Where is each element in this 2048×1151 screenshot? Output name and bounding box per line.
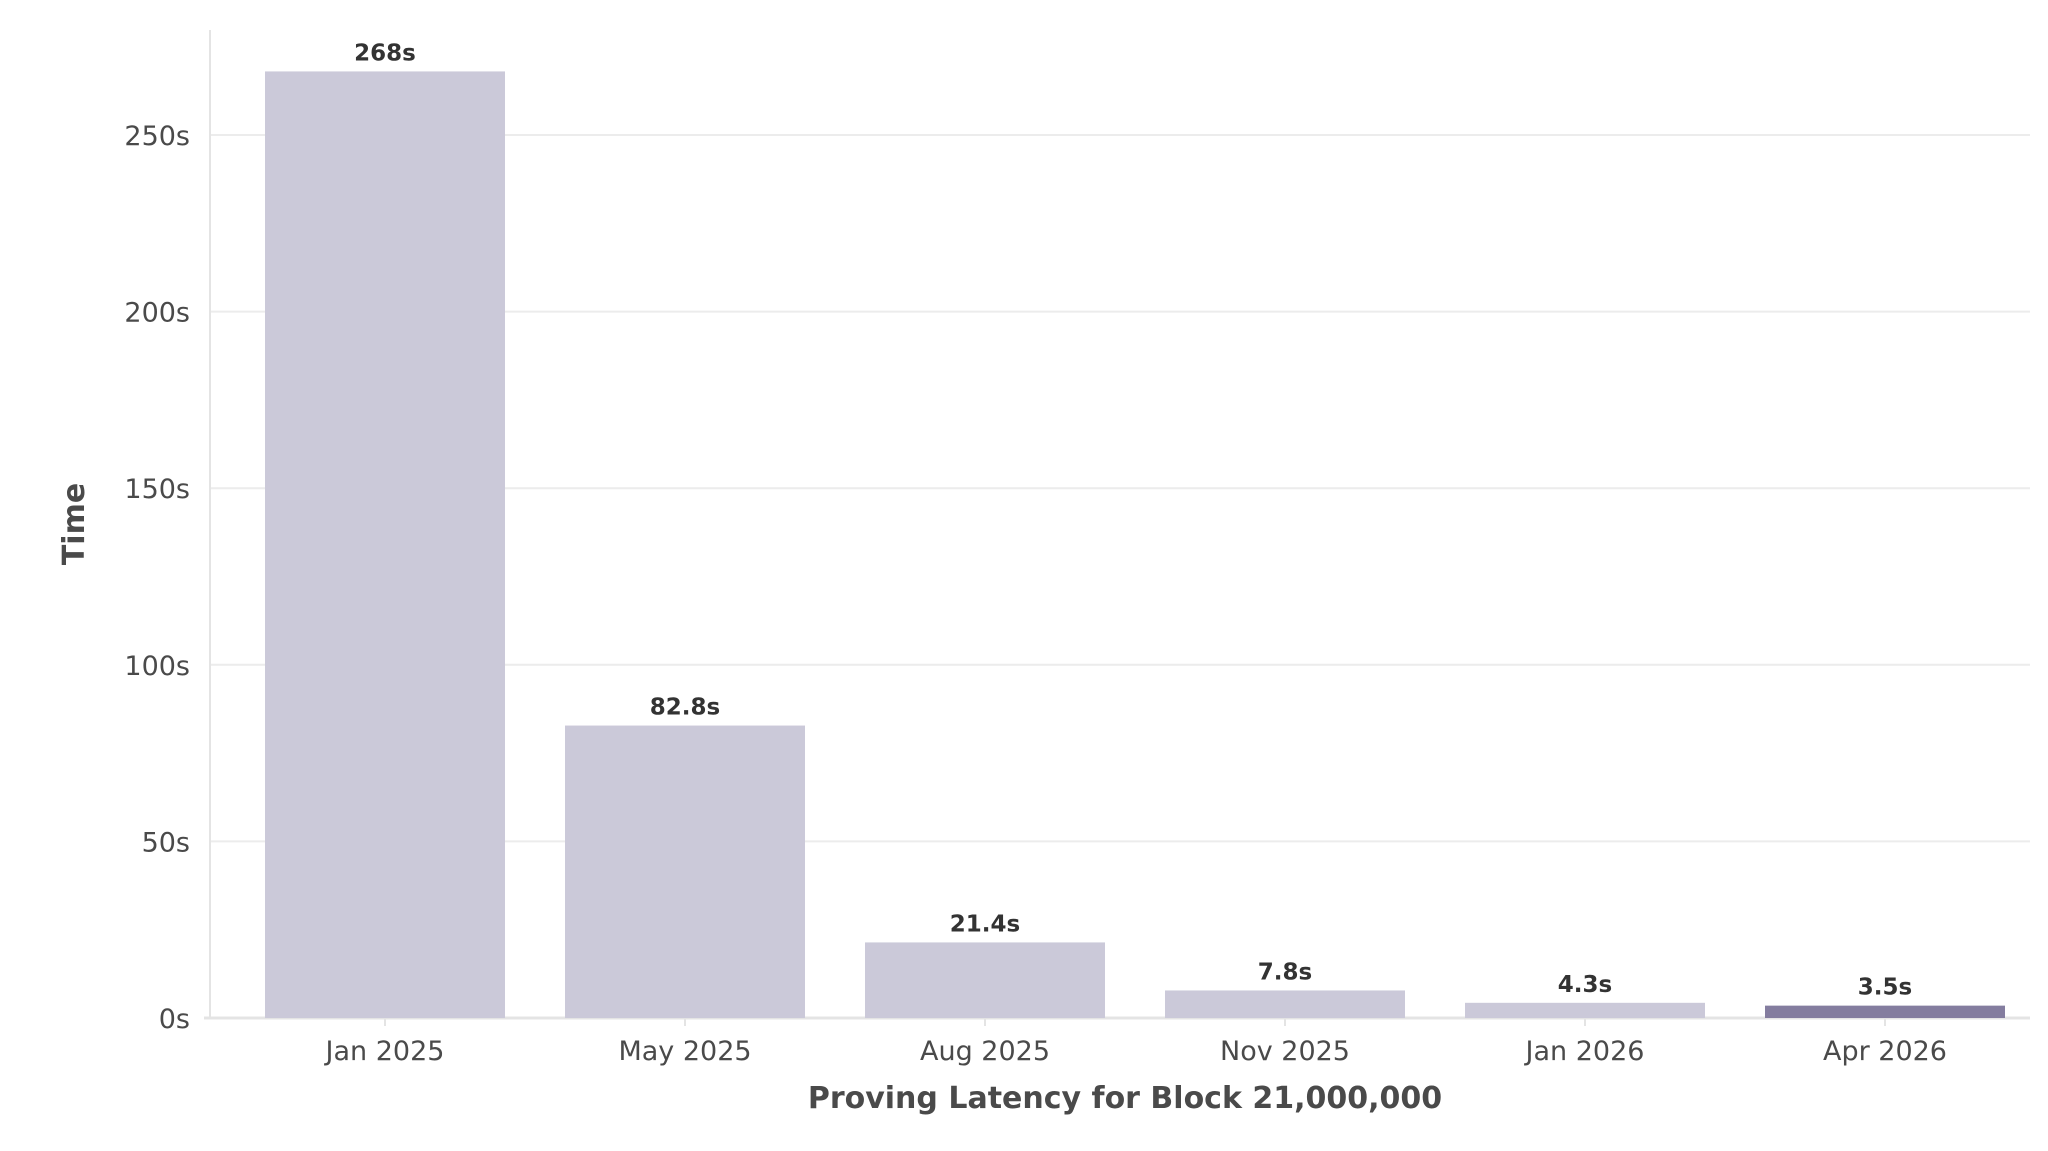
x-tick-label: Apr 2026 xyxy=(1823,1036,1947,1067)
bar-value-label: 21.4s xyxy=(950,911,1020,937)
bar-value-label: 3.5s xyxy=(1858,975,1912,1001)
x-tick-label: May 2025 xyxy=(618,1036,751,1067)
y-tick-label: 200s xyxy=(124,298,190,329)
x-tick-label: Aug 2025 xyxy=(920,1036,1050,1067)
y-tick-label: 100s xyxy=(124,651,190,682)
bars xyxy=(265,71,2005,1018)
y-tick-label: 250s xyxy=(124,121,190,152)
y-tick-label: 50s xyxy=(142,827,190,858)
x-tick-label: Nov 2025 xyxy=(1220,1036,1350,1067)
x-axis-ticks: Jan 2025 May 2025 Aug 2025 Nov 2025 Jan 2026… xyxy=(324,1018,1947,1067)
y-tick-label: 150s xyxy=(124,474,190,505)
y-axis-ticks: 0s 50s 100s 150s 200s 250s xyxy=(124,121,190,1035)
bar-value-label: 7.8s xyxy=(1258,959,1312,985)
x-tick-label: Jan 2025 xyxy=(324,1036,445,1067)
bar xyxy=(865,942,1105,1018)
value-labels: 268s 82.8s 21.4s 7.8s 4.3s 3.5s xyxy=(354,40,1912,1000)
y-axis-title: Time xyxy=(57,483,92,565)
bar xyxy=(265,71,505,1018)
bar xyxy=(565,725,805,1018)
bar-value-label: 268s xyxy=(354,40,416,66)
bar-value-label: 4.3s xyxy=(1558,972,1612,998)
y-tick-label: 0s xyxy=(159,1004,190,1035)
grid-lines xyxy=(210,134,2030,843)
bar-value-label: 82.8s xyxy=(650,695,720,721)
bar xyxy=(1465,1002,1705,1018)
bar xyxy=(1765,1005,2005,1018)
x-tick-label: Jan 2026 xyxy=(1524,1036,1645,1067)
x-axis-title: Proving Latency for Block 21,000,000 xyxy=(808,1081,1442,1116)
bar xyxy=(1165,990,1405,1018)
